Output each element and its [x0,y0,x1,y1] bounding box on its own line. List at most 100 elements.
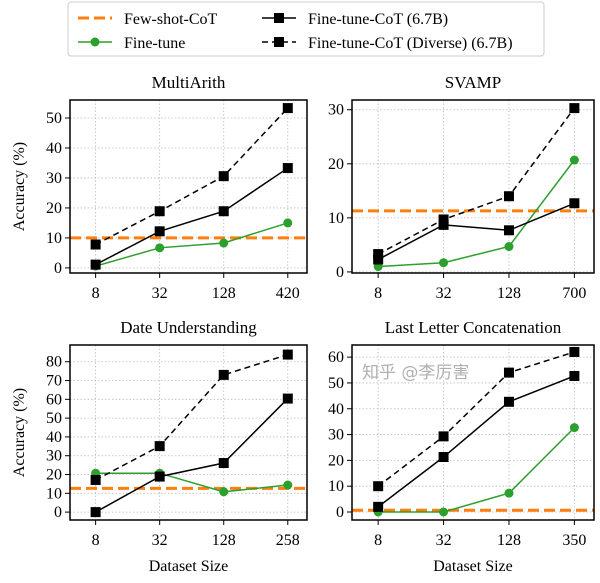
data-point-fine_tune [219,487,229,497]
series-line-diverse [377,351,575,487]
x-tick-label: 700 [562,285,586,302]
legend-entry-diverse: Fine-tune-CoT (Diverse) (6.7B) [262,35,513,52]
x-tick-label: 420 [276,285,300,302]
y-tick-label: 60 [46,391,62,408]
y-tick-label: 60 [328,349,344,366]
data-point-cot [282,393,293,404]
data-point-diverse [218,171,229,182]
data-point-cot [373,501,384,512]
data-point-cot [154,226,165,237]
data-point-diverse [503,191,514,202]
series-line-cot [377,202,575,261]
data-point-fine_tune [219,238,229,248]
data-point-fine_tune [504,488,514,498]
panel-last-letter-concatenation: 8 32 128 350 0 10 20 30 40 50 60 Last Letter Concat… [328,318,595,575]
x-tick-label: 128 [212,532,236,549]
legend-label: Fine-tune [124,35,185,52]
data-point-fine_tune [504,242,514,252]
x-axis-label: Dataset Size [433,558,513,575]
data-point-cot [373,254,384,265]
panel-title: Last Letter Concatenation [385,318,562,337]
legend-marker [274,13,284,23]
data-point-diverse [373,249,384,260]
legend-label: Fine-tune-CoT (Diverse) (6.7B) [308,35,513,52]
x-tick-label: 8 [374,285,382,302]
y-tick-label: 50 [46,110,62,127]
data-point-cot [218,458,229,469]
x-tick-label: 128 [497,532,521,549]
y-tick-label: 50 [46,410,62,427]
y-tick-label: 10 [328,478,344,495]
series-line-diverse [95,353,289,481]
data-point-diverse [90,239,101,250]
y-tick-label: 30 [328,102,344,119]
data-point-diverse [218,369,229,380]
data-point-fine_tune [569,423,579,433]
y-tick-label: 10 [328,210,344,227]
data-point-cot [154,471,165,482]
axes-frame [351,99,595,274]
series-line-cot [95,167,289,266]
data-point-diverse [154,441,165,452]
data-point-diverse [438,431,449,442]
y-tick-label: 40 [46,140,62,157]
x-tick-label: 258 [276,532,300,549]
y-tick-label: 50 [328,375,344,392]
series-line-diverse [95,107,289,246]
y-tick-label: 80 [46,354,62,371]
x-tick-label: 32 [436,532,452,549]
data-point-diverse [282,103,293,114]
legend-frame [67,1,545,57]
panel-title: MultiArith [152,73,226,92]
panel-multiarith: 8 32 128 420 0 10 20 30 40 50 MultiArith Accuracy (… [11,73,308,302]
series-line-fine_tune [95,472,288,493]
series-line-fine_tune [95,222,289,267]
data-point-fine_tune [283,480,293,490]
x-tick-label: 128 [497,285,521,302]
legend-marker [274,37,284,47]
y-tick-label: 20 [46,200,62,217]
data-point-cot [218,206,229,217]
series-line-fine_tune [378,427,575,513]
data-point-cot [503,396,514,407]
data-point-cot [503,225,514,236]
data-point-diverse [90,474,101,485]
data-point-diverse [154,206,165,217]
x-tick-label: 8 [374,532,382,549]
legend-marker [90,37,100,47]
x-tick-label: 8 [92,532,100,549]
x-tick-label: 8 [92,285,100,302]
y-tick-label: 30 [46,170,62,187]
data-point-cot [282,163,293,174]
legend-entry-fine_tune: Fine-tune [78,35,185,52]
data-point-cot [569,370,580,381]
y-tick-label: 0 [336,504,344,521]
y-tick-label: 0 [336,264,344,281]
x-tick-label: 128 [212,285,236,302]
y-tick-label: 0 [54,504,62,521]
series-line-diverse [377,107,575,255]
data-point-diverse [503,367,514,378]
panel-svamp: 8 32 128 700 0 10 20 30 SVAMP [328,73,595,302]
series-line-fine_tune [378,159,575,268]
data-point-diverse [282,349,293,360]
data-point-fine_tune [569,155,579,165]
x-tick-label: 32 [152,532,168,549]
data-point-cot [438,452,449,463]
series-line-cot [377,375,575,508]
x-tick-label: 350 [562,532,586,549]
axes-frame [69,99,308,274]
legend: Few-shot-CoT Fine-tune-CoT (6.7B) Fine-tun… [67,1,545,57]
y-tick-label: 10 [46,485,62,502]
y-axis-label: Accuracy (%) [11,142,28,231]
legend-entry-few_shot: Few-shot-CoT [78,11,218,28]
data-point-fine_tune [439,507,449,517]
data-point-fine_tune [283,218,293,228]
data-point-diverse [373,481,384,492]
y-tick-label: 20 [328,452,344,469]
watermark: 知乎 @李厉害 [362,363,469,383]
panel-title: Date Understanding [120,318,257,337]
y-tick-label: 40 [46,429,62,446]
panels: 8 32 128 420 0 10 20 30 40 50 MultiArith Accuracy (… [11,73,595,575]
data-point-diverse [569,103,580,114]
